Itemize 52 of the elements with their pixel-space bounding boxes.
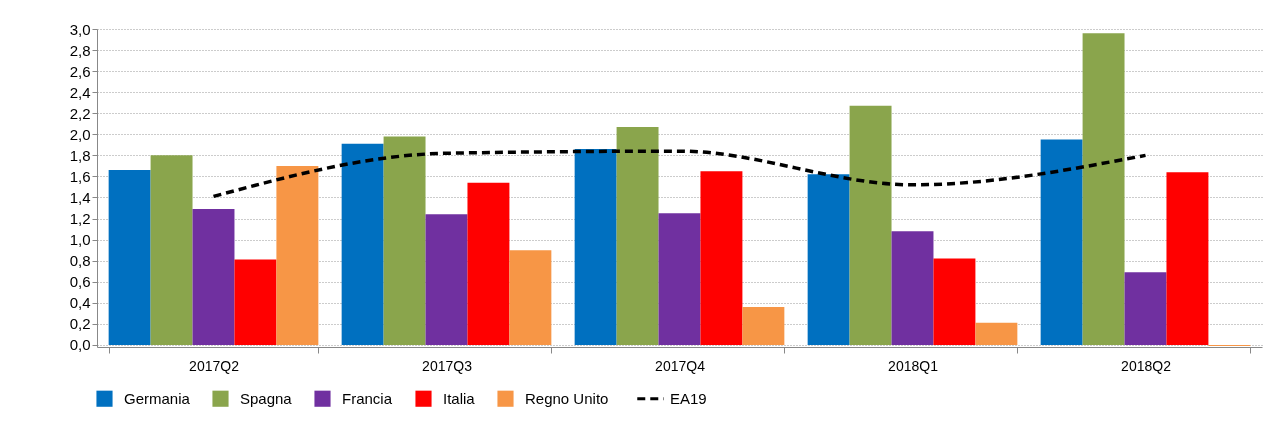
bar xyxy=(234,259,277,345)
y-tick-label: 0,4 xyxy=(69,294,91,312)
bar xyxy=(509,250,552,345)
bar xyxy=(192,209,235,345)
y-tick-label: 2,8 xyxy=(69,41,91,59)
y-tick-label: 1,8 xyxy=(69,146,91,164)
y-tick-label: 3,0 xyxy=(69,20,91,38)
x-tick-label: 2017Q3 xyxy=(422,357,473,374)
bar xyxy=(1082,33,1125,345)
bar xyxy=(1040,139,1083,345)
bar xyxy=(891,231,934,345)
y-tick-label: 1,2 xyxy=(69,210,91,228)
bar xyxy=(616,126,659,345)
bar xyxy=(150,155,193,345)
bar xyxy=(108,170,151,345)
x-tick-label: 2017Q2 xyxy=(189,357,240,374)
bar xyxy=(341,143,384,345)
bar xyxy=(574,149,617,345)
x-tick-label: 2018Q1 xyxy=(888,357,939,374)
bar xyxy=(276,165,319,345)
y-tick-label: 0,8 xyxy=(69,252,91,270)
bar xyxy=(933,258,976,345)
x-tick-label: 2018Q2 xyxy=(1121,357,1172,374)
legend-label: EA19 xyxy=(670,389,707,407)
legend-label: Germania xyxy=(124,389,191,407)
y-tick-label: 1,0 xyxy=(69,231,91,249)
bar xyxy=(1124,272,1167,345)
y-tick-label: 0,2 xyxy=(69,315,91,333)
y-tick-label: 2,6 xyxy=(69,62,91,80)
y-tick-label: 1,4 xyxy=(69,188,91,206)
bar xyxy=(807,174,850,345)
bar xyxy=(383,136,426,345)
y-tick-label: 0,6 xyxy=(69,273,91,291)
line-series xyxy=(211,149,1148,199)
x-tick-label: 2017Q4 xyxy=(655,357,706,374)
y-tick-label: 2,4 xyxy=(69,83,91,101)
bar xyxy=(742,306,785,345)
legend-label: Francia xyxy=(342,389,393,407)
y-tick-label: 2,0 xyxy=(69,125,91,143)
legend-label: Regno Unito xyxy=(525,389,609,407)
y-tick-label: 0,0 xyxy=(69,336,91,354)
bar xyxy=(700,171,743,345)
y-tick-label: 1,6 xyxy=(69,167,91,185)
bar xyxy=(849,105,892,345)
bar xyxy=(1166,172,1209,345)
legend-label: Spagna xyxy=(240,389,293,407)
bar xyxy=(425,214,468,345)
legend-label: Italia xyxy=(443,389,476,407)
bar xyxy=(467,182,510,345)
bar xyxy=(975,322,1018,345)
y-tick-label: 2,2 xyxy=(69,104,91,122)
bar xyxy=(658,213,701,345)
